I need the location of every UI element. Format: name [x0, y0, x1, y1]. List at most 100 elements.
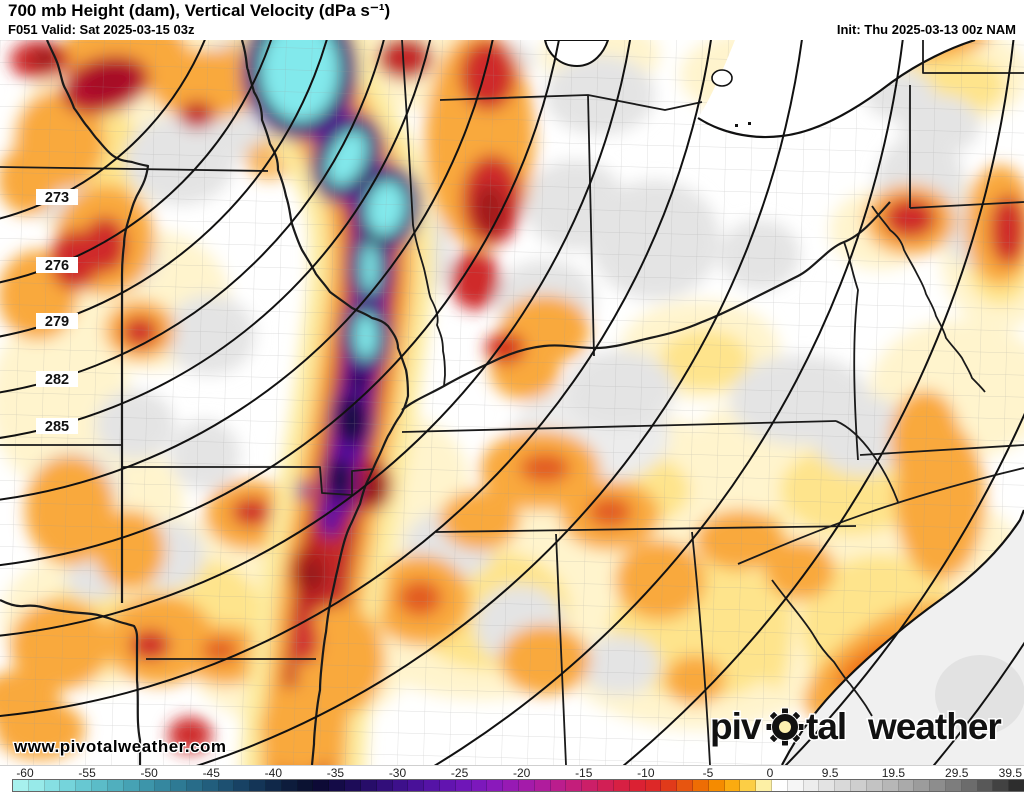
- colorbar-cell: [60, 780, 77, 791]
- logo-text-tal: tal: [806, 706, 846, 747]
- colorbar-cell: [92, 780, 108, 791]
- colorbar-tick-label: -45: [202, 766, 220, 780]
- colorbar-cell: [455, 780, 472, 791]
- colorbar-cell: [961, 780, 978, 791]
- colorbar-cell: [803, 780, 820, 791]
- colorbar-cell: [708, 780, 725, 791]
- colorbar-tick-label: -60: [16, 766, 34, 780]
- colorbar-cell: [819, 780, 836, 791]
- mississippi-river: [240, 40, 410, 765]
- contour-label: 285: [36, 418, 78, 435]
- contour-label-text: 285: [45, 419, 69, 435]
- colorbar-cell: [629, 780, 646, 791]
- colorbar-cell: [740, 780, 757, 791]
- watermark-text: www.pivotalweather.com: [13, 737, 227, 756]
- colorbar-tick-label: 0: [766, 766, 774, 780]
- contour-label: 279: [36, 313, 78, 330]
- colorbar-cell: [977, 780, 994, 791]
- contour-label-text: 282: [45, 372, 69, 388]
- colorbar-tick-label: 39.5: [998, 766, 1022, 780]
- state-borders: [0, 40, 1024, 765]
- contour-labels: 273 276 279 282 285: [36, 189, 78, 435]
- colorbar-tick-label: -55: [78, 766, 96, 780]
- colorbar-cell: [44, 780, 61, 791]
- colorbar-cell: [234, 780, 251, 791]
- colorbar-cell: [139, 780, 156, 791]
- colorbar-cell: [882, 780, 899, 791]
- colorbar-cell: [993, 780, 1010, 791]
- colorbar-cell: [107, 780, 124, 791]
- colorbar-cell: [772, 780, 788, 791]
- colorbar-cell: [677, 780, 693, 791]
- colorbar-cell: [519, 780, 535, 791]
- colorbar-tick-label: 29.5: [945, 766, 969, 780]
- colorbar-cell: [392, 780, 409, 791]
- colorbar-cell: [171, 780, 187, 791]
- colorbar-tick-label: 9.5: [821, 766, 839, 780]
- contour-label-text: 279: [45, 314, 69, 330]
- colorbar-cell: [424, 780, 440, 791]
- colorbar-tick-label: -30: [388, 766, 407, 780]
- colorbar-cell: [28, 780, 45, 791]
- colorbar-ticks: -60 -55 -50 -45 -40 -35 -30 -25 -20 -15 -10 -5 0 9.5 1…: [0, 766, 1024, 780]
- colorbar-cell: [866, 780, 883, 791]
- contour-label: 273: [36, 189, 78, 206]
- colorbar-cell: [439, 780, 456, 791]
- lake-michigan: [543, 40, 610, 68]
- colorbar-cell: [851, 780, 867, 791]
- colorbar-cell: [582, 780, 599, 791]
- logo-text-weather: weather: [867, 706, 1001, 747]
- colorbar-cell: [250, 780, 266, 791]
- colorbar-cell: [360, 780, 377, 791]
- header: 700 mb Height (dam), Vertical Velocity (…: [0, 0, 1024, 40]
- colorbar-cell: [13, 780, 29, 791]
- colorbar-cell: [218, 780, 235, 791]
- colorbar-cell: [503, 780, 519, 791]
- colorbar-cell: [376, 780, 393, 791]
- colorbar-cell: [566, 780, 583, 791]
- contour-label-text: 273: [45, 190, 69, 206]
- colorbar-cell: [471, 780, 488, 791]
- colorbar-tick-label: -50: [140, 766, 158, 780]
- colorbar-cell: [930, 780, 946, 791]
- colorbar-tick-label: -20: [512, 766, 531, 780]
- colorbar-cell: [76, 780, 93, 791]
- colorbar-tick-label: 19.5: [881, 766, 906, 780]
- lake-erie: [697, 40, 976, 139]
- colorbar-cell: [787, 780, 804, 791]
- colorbar-cell: [202, 780, 219, 791]
- gear-icon: [765, 707, 805, 747]
- colorbar-cell: [534, 780, 551, 791]
- contour-label-text: 276: [45, 258, 69, 274]
- colorbar-cells: [12, 779, 1024, 792]
- colorbar-cell: [297, 780, 314, 791]
- colorbar-tick-label: -25: [450, 766, 469, 780]
- colorbar-cell: [898, 780, 915, 791]
- colorbar: -60 -55 -50 -45 -40 -35 -30 -25 -20 -15 -10 -5 0 9.5 1…: [0, 765, 1024, 792]
- colorbar-cell: [281, 780, 298, 791]
- colorbar-cell: [661, 780, 678, 791]
- colorbar-cell: [835, 780, 852, 791]
- county-grid: [0, 40, 1024, 765]
- colorbar-cell: [550, 780, 567, 791]
- init-time-label: Init: Thu 2025-03-13 00z NAM: [836, 22, 1016, 37]
- colorbar-cell: [914, 780, 931, 791]
- colorbar-tick-label: -10: [637, 766, 655, 780]
- colorbar-cell: [345, 780, 361, 791]
- logo-text-piv: piv: [710, 706, 762, 747]
- page-title: 700 mb Height (dam), Vertical Velocity (…: [8, 1, 391, 20]
- colorbar-cell: [155, 780, 172, 791]
- colorbar-cell: [329, 780, 346, 791]
- colorbar-cell: [645, 780, 662, 791]
- colorbar-cell: [186, 780, 203, 791]
- colorbar-cell: [123, 780, 140, 791]
- contour-label: 276: [36, 257, 78, 274]
- ohio-river: [401, 201, 891, 411]
- colorbar-tick-label: -15: [575, 766, 593, 780]
- colorbar-cell: [1009, 780, 1024, 791]
- colorbar-cell: [266, 780, 282, 791]
- contour-label: 282: [36, 371, 78, 388]
- weather-map: 273 276 279 282 285 www.pivotalweather.c…: [0, 40, 1024, 765]
- colorbar-cell: [692, 780, 709, 791]
